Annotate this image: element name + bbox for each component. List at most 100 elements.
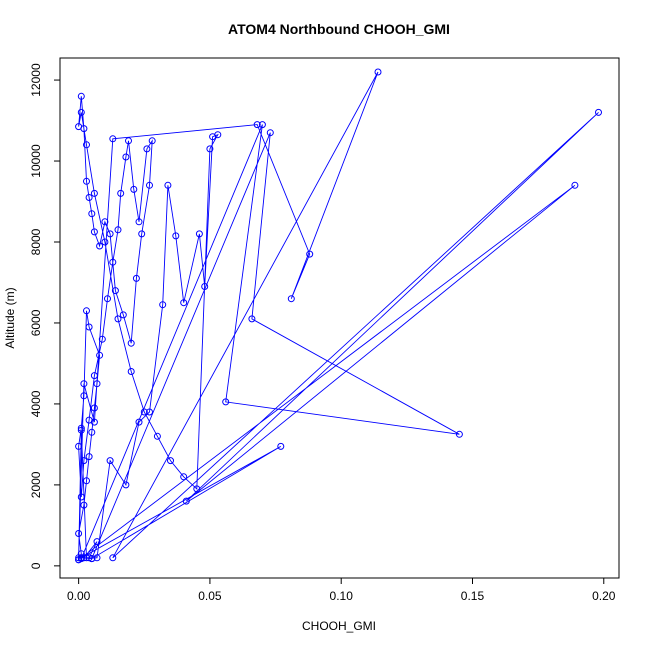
data-point — [75, 123, 83, 131]
data-point — [93, 380, 101, 388]
data-point — [106, 230, 114, 238]
x-axis-label: CHOOH_GMI — [302, 619, 376, 633]
data-point — [90, 189, 98, 197]
data-point — [135, 418, 143, 426]
data-point — [77, 108, 85, 116]
series-line — [78, 71, 599, 560]
data-point — [455, 430, 463, 438]
data-point — [258, 121, 266, 129]
data-point — [153, 432, 161, 440]
data-point — [140, 408, 148, 416]
data-point — [374, 68, 382, 76]
data-point — [130, 185, 138, 193]
data-point — [159, 301, 167, 309]
data-point — [172, 232, 180, 240]
data-point — [248, 315, 256, 323]
data-point — [119, 311, 127, 319]
series-layer — [75, 68, 602, 564]
data-point — [80, 501, 88, 509]
data-point — [146, 181, 153, 189]
data-point — [127, 339, 135, 347]
data-point — [88, 555, 96, 563]
data-point — [122, 481, 130, 489]
data-point — [96, 242, 104, 250]
data-point — [83, 307, 90, 315]
chart-title: ATOM4 Northbound CHOOH_GMI — [228, 21, 450, 37]
y-tick-label: 10000 — [29, 144, 43, 178]
data-point — [114, 226, 122, 234]
y-axis-label: Altitude (m) — [3, 287, 17, 348]
y-axis: 0 2000 4000 6000 8000 10000 12000 — [29, 63, 60, 569]
data-point — [143, 145, 151, 153]
data-point — [83, 477, 90, 485]
data-point — [111, 287, 119, 295]
data-point — [253, 121, 261, 129]
data-point — [114, 315, 122, 323]
data-point — [180, 299, 188, 307]
data-point — [83, 177, 90, 185]
x-tick-label: 0.20 — [592, 589, 616, 603]
data-point — [201, 283, 209, 290]
data-point — [93, 554, 101, 562]
data-point — [148, 137, 156, 145]
x-tick-label: 0.05 — [198, 589, 222, 603]
data-point — [277, 442, 285, 450]
x-tick-label: 0.00 — [67, 589, 91, 603]
y-tick-label: 2000 — [29, 471, 43, 498]
data-point — [88, 210, 96, 218]
data-point — [96, 351, 104, 359]
data-point — [135, 218, 143, 226]
data-point — [80, 554, 88, 562]
data-point — [80, 380, 88, 388]
data-point — [88, 428, 96, 436]
data-point — [101, 218, 109, 226]
data-point — [90, 404, 98, 412]
data-point — [182, 497, 190, 505]
y-tick-label: 0 — [29, 562, 43, 569]
y-tick-label: 6000 — [29, 309, 43, 336]
data-point — [75, 554, 83, 562]
data-point — [77, 554, 85, 562]
data-point — [180, 473, 188, 481]
data-point — [132, 274, 140, 282]
data-point — [85, 453, 93, 461]
data-point — [77, 493, 85, 501]
data-point — [80, 457, 88, 465]
data-point — [75, 442, 83, 450]
data-point — [125, 137, 132, 145]
data-point — [106, 457, 114, 465]
data-point — [98, 335, 106, 343]
data-point — [571, 181, 579, 189]
data-point — [193, 485, 201, 493]
data-point — [266, 129, 274, 137]
data-point — [117, 189, 125, 197]
data-point — [90, 372, 98, 380]
data-point — [167, 457, 174, 465]
data-point — [306, 250, 314, 258]
data-point — [101, 238, 109, 246]
data-point — [595, 108, 602, 116]
data-point — [85, 323, 93, 331]
data-point — [109, 258, 117, 266]
y-tick-label: 12000 — [29, 63, 43, 97]
y-tick-label: 8000 — [29, 228, 43, 255]
data-point — [85, 194, 93, 201]
data-point — [127, 368, 135, 375]
data-point — [146, 408, 153, 416]
data-point — [77, 424, 85, 432]
data-point — [206, 145, 214, 153]
data-point — [80, 392, 88, 400]
x-tick-label: 0.15 — [461, 589, 485, 603]
data-point — [77, 426, 85, 434]
y-tick-label: 4000 — [29, 390, 43, 417]
data-point — [83, 554, 90, 562]
plot-frame — [59, 57, 620, 579]
data-point — [287, 295, 295, 303]
data-point — [138, 230, 146, 238]
data-point — [122, 153, 130, 161]
data-point — [195, 230, 203, 238]
data-point — [109, 135, 117, 143]
x-tick-label: 0.10 — [330, 589, 354, 603]
data-point — [109, 554, 117, 562]
